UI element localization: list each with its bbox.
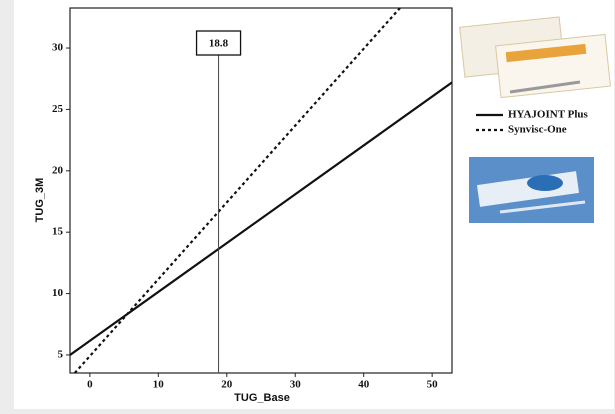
line-series <box>70 81 452 356</box>
legend: HYAJOINT Plus Synvisc-One <box>476 109 588 136</box>
x-tick-label: 40 <box>358 379 370 391</box>
y-tick-label: 20 <box>52 164 64 176</box>
legend-label: Synvisc-One <box>508 124 567 136</box>
product-image-top <box>459 16 611 99</box>
product-image-bottom <box>469 157 594 223</box>
x-tick-label: 10 <box>153 379 165 391</box>
x-tick-label: 50 <box>427 379 439 391</box>
x-tick-label: 30 <box>290 379 302 391</box>
plot-frame <box>69 7 453 374</box>
y-tick-label: 5 <box>58 348 64 360</box>
y-axis-label: TUG_3M <box>34 178 46 223</box>
y-tick-label: 30 <box>52 42 64 54</box>
y-tick-label: 15 <box>52 226 64 238</box>
x-tick-label: 20 <box>221 379 233 391</box>
reference-label: 18.8 <box>209 38 229 50</box>
x-tick-label: 0 <box>87 379 93 391</box>
legend-label: HYAJOINT Plus <box>508 109 588 121</box>
y-tick-label: 25 <box>52 103 64 115</box>
x-axis-label: TUG_Base <box>234 392 290 404</box>
y-tick-label: 10 <box>52 287 64 299</box>
reference-label-box <box>195 30 242 56</box>
